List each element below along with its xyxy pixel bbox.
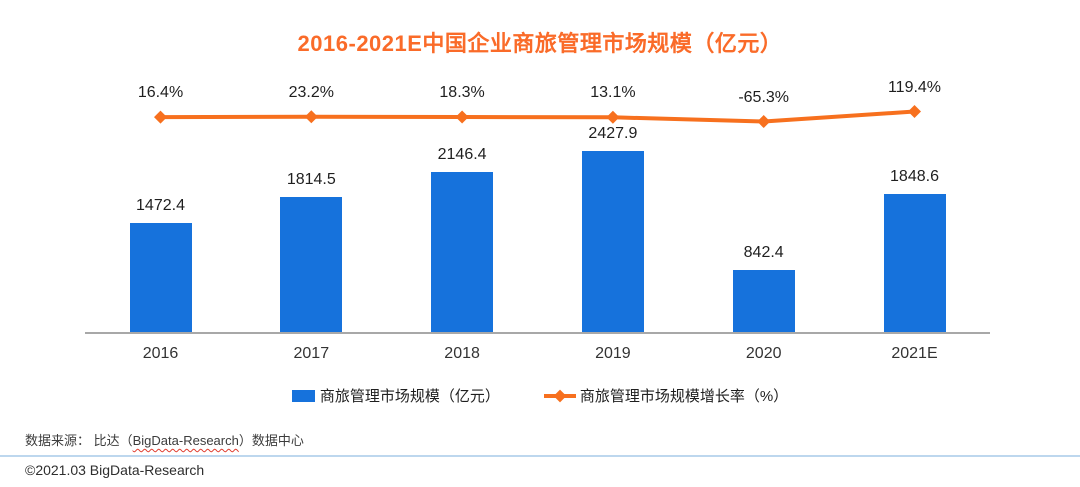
growth-rate-label: 119.4% bbox=[887, 78, 942, 96]
x-axis-label: 2018 bbox=[444, 345, 480, 362]
growth-rate-label: 23.2% bbox=[288, 83, 334, 101]
footer-divider-line bbox=[0, 455, 1080, 457]
bar-2020 bbox=[732, 269, 795, 333]
copyright-note: ©2021.03 BigData-Research bbox=[25, 462, 205, 478]
bar-2017 bbox=[280, 196, 343, 333]
x-axis-label: 2020 bbox=[745, 345, 782, 362]
bar-value-label: 2146.4 bbox=[437, 146, 487, 164]
legend-item-growth-rate: 商旅管理市场规模增长率（%） bbox=[543, 385, 789, 406]
line-series-swatch-icon bbox=[543, 389, 576, 402]
bar-series-swatch-icon bbox=[291, 389, 315, 402]
data-source-note: 数据来源： 比达（BigData-Research）数据中心 bbox=[25, 430, 304, 449]
growth-rate-label: 18.3% bbox=[439, 84, 485, 101]
legend-label-market-size: 商旅管理市场规模（亿元） bbox=[319, 388, 500, 405]
bar-2021E bbox=[883, 194, 946, 333]
x-axis-label: 2021E bbox=[891, 345, 938, 362]
bar-2016 bbox=[129, 222, 192, 333]
growth-rate-label: 16.4% bbox=[137, 84, 184, 102]
x-axis-line bbox=[85, 332, 990, 334]
bar-2018 bbox=[431, 172, 494, 333]
legend-label-growth-rate: 商旅管理市场规模增长率（%） bbox=[579, 388, 789, 405]
chart-legend: 商旅管理市场规模（亿元） 商旅管理市场规模增长率（%） bbox=[0, 385, 1080, 406]
source-brand-text: BigData-Research bbox=[132, 433, 239, 448]
bar-value-label: 1472.4 bbox=[136, 196, 185, 214]
legend-item-market-size: 商旅管理市场规模（亿元） bbox=[291, 385, 500, 406]
growth-rate-label: -65.3% bbox=[738, 88, 790, 106]
source-text-prefix: 数据来源： 比达（ bbox=[25, 433, 133, 448]
source-text-suffix: ）数据中心 bbox=[238, 433, 304, 448]
bar-2019 bbox=[581, 151, 644, 333]
bar-value-label: 842.4 bbox=[743, 243, 784, 261]
growth-rate-label: 13.1% bbox=[590, 84, 636, 102]
x-axis-label: 2016 bbox=[142, 345, 179, 362]
bar-value-label: 1814.5 bbox=[286, 170, 336, 188]
x-axis-label: 2017 bbox=[293, 345, 330, 362]
x-axis-label: 2019 bbox=[595, 345, 631, 362]
chart-title: 2016-2021E中国企业商旅管理市场规模（亿元） bbox=[297, 31, 783, 56]
diamond-marker-icon bbox=[553, 389, 567, 402]
bar-value-label: 1848.6 bbox=[890, 168, 939, 186]
bar-value-label: 2427.9 bbox=[588, 125, 638, 142]
